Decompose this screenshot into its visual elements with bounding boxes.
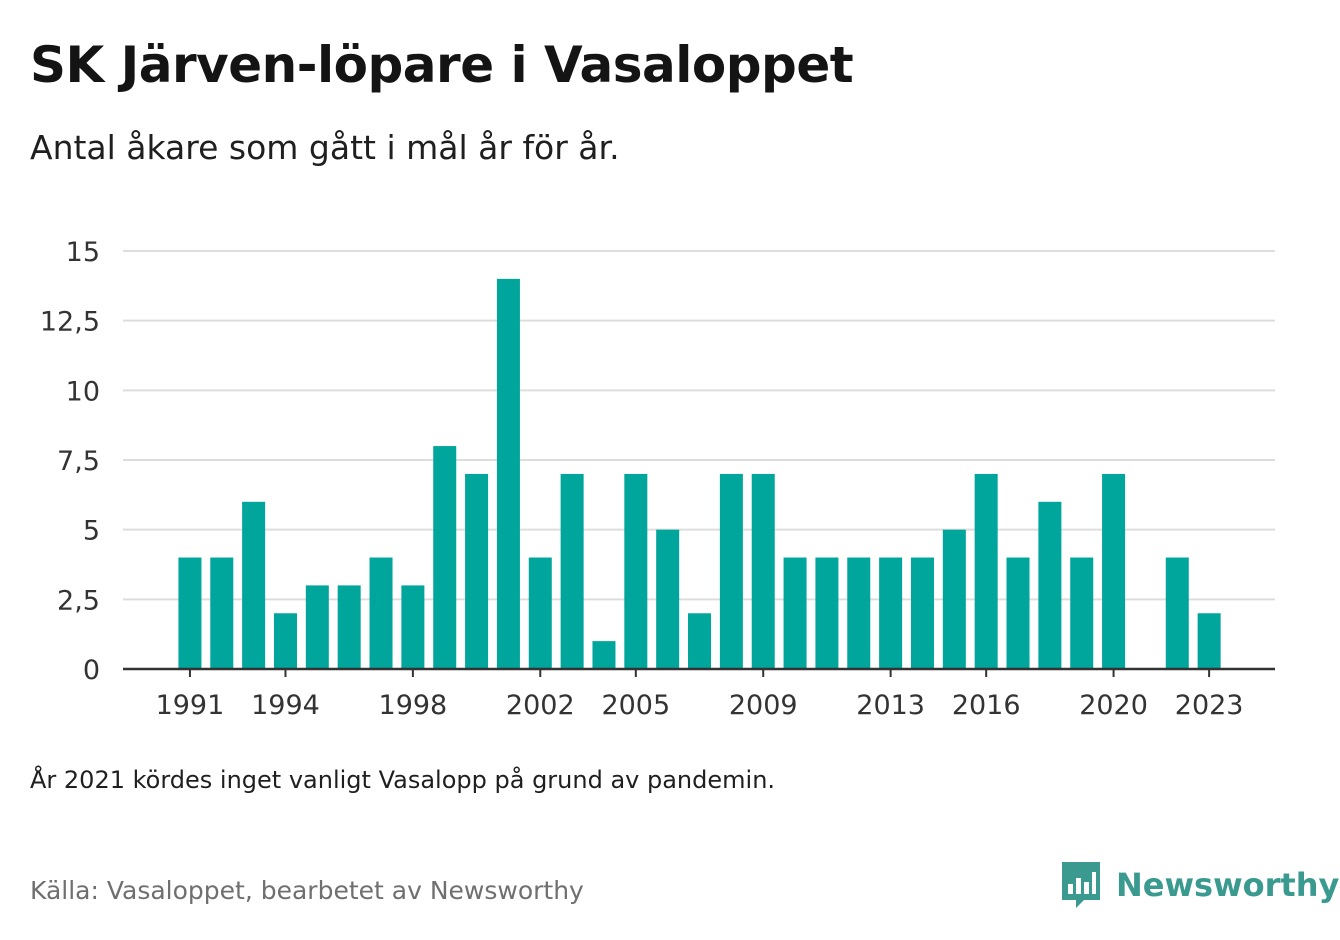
bar-1996 xyxy=(337,585,361,669)
bar-2017 xyxy=(1006,557,1030,669)
bar-1999 xyxy=(433,446,457,669)
chart-subtitle: Antal åkare som gått i mål år för år. xyxy=(30,128,620,167)
x-tick-label: 2013 xyxy=(856,690,925,721)
y-tick-label: 7,5 xyxy=(57,446,100,477)
bar-2012 xyxy=(847,557,871,669)
x-tick-label: 2005 xyxy=(601,690,670,721)
bar-1992 xyxy=(210,557,234,669)
bar-2011 xyxy=(815,557,839,669)
chart-title: SK Järven-löpare i Vasaloppet xyxy=(30,36,854,94)
brand-name: Newsworthy xyxy=(1116,866,1340,904)
bar-1993 xyxy=(242,501,266,669)
bar-chart-speech-bubble-icon xyxy=(1062,862,1100,908)
bar-2020 xyxy=(1102,473,1126,669)
bar-2005 xyxy=(624,473,648,669)
bar-2023 xyxy=(1197,613,1221,669)
chart-note: År 2021 kördes inget vanligt Vasalopp på… xyxy=(30,766,776,794)
bar-2008 xyxy=(719,473,743,669)
bar-1998 xyxy=(401,585,425,669)
bar-2001 xyxy=(496,278,520,669)
bars xyxy=(178,278,1221,669)
bar-2015 xyxy=(942,529,966,669)
bar-1991 xyxy=(178,557,202,669)
bar-2016 xyxy=(974,473,998,669)
bar-2010 xyxy=(783,557,807,669)
bar-1994 xyxy=(273,613,297,669)
x-tick-label: 1994 xyxy=(251,690,320,721)
x-tick-label: 2023 xyxy=(1175,690,1244,721)
x-tick-label: 2020 xyxy=(1079,690,1148,721)
y-tick-label: 12,5 xyxy=(40,307,100,338)
bar-1995 xyxy=(305,585,329,669)
bar-2014 xyxy=(910,557,934,669)
bar-2007 xyxy=(688,613,712,669)
bar-2003 xyxy=(560,473,584,669)
axes xyxy=(123,667,1275,677)
bar-1997 xyxy=(369,557,393,669)
x-tick-label: 2016 xyxy=(952,690,1021,721)
bar-2002 xyxy=(528,557,552,669)
bar-2019 xyxy=(1070,557,1094,669)
x-tick-label: 2009 xyxy=(729,690,798,721)
y-tick-label: 15 xyxy=(66,237,100,268)
bar-2006 xyxy=(656,529,680,669)
y-tick-label: 0 xyxy=(83,655,100,686)
bar-2000 xyxy=(465,473,489,669)
y-tick-label: 2,5 xyxy=(57,585,100,616)
bar-2004 xyxy=(592,641,616,669)
y-tick-label: 10 xyxy=(66,376,100,407)
bar-2018 xyxy=(1038,501,1062,669)
tick-labels: 0 2,5 5 7,5 10 12,5 15 1991 1994 1998 2002 2005 2009… xyxy=(40,237,1244,721)
source-text: Källa: Vasaloppet, bearbetet av Newswort… xyxy=(30,876,584,905)
x-tick-label: 2002 xyxy=(506,690,575,721)
bar-2009 xyxy=(751,473,775,669)
brand-logo: Newsworthy xyxy=(1060,860,1339,910)
x-tick-label: 1998 xyxy=(379,690,448,721)
x-tick-label: 1991 xyxy=(156,690,225,721)
y-tick-label: 5 xyxy=(83,516,100,547)
bar-2013 xyxy=(879,557,903,669)
bar-2022 xyxy=(1165,557,1189,669)
